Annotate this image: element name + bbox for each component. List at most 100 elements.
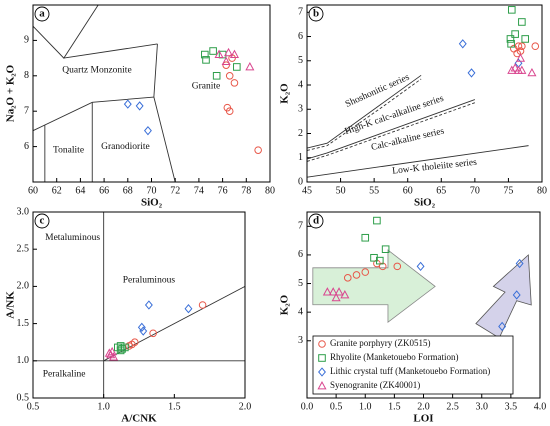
- point: [135, 101, 144, 111]
- y-tick-label: 5: [298, 55, 303, 66]
- boundary-line: [153, 43, 176, 182]
- x-tick-label: 70: [470, 185, 480, 196]
- panel-badge: [34, 213, 50, 229]
- region-label: Low-K tholeiite series: [392, 158, 478, 177]
- y-tick-label: 7: [24, 105, 29, 116]
- region-label: Calc-alkaline series: [370, 126, 445, 153]
- legend-label: Lithic crystal tuff (Manketouebo Formati…: [330, 366, 490, 376]
- y-tick-label: 6: [24, 141, 29, 152]
- point: [510, 63, 520, 72]
- x-axis-label: LOI: [413, 413, 433, 425]
- point: [221, 56, 231, 66]
- x-tick-label: 1.5: [168, 401, 181, 412]
- legend-marker: [317, 381, 327, 390]
- point: [512, 290, 521, 300]
- trend-arrow: [475, 254, 532, 339]
- region-label: Shoshonitic series: [344, 73, 411, 110]
- panel: 0.0 0.5 1.0 1.5 2.0 2.5 3.0 3.5 4.0 3 4 5 6 7 LOI K₂O Gr…: [279, 211, 547, 425]
- point: [518, 18, 526, 26]
- legend-label: Syenogranite (ZK40001): [330, 380, 420, 390]
- x-tick-label: 60: [28, 185, 38, 196]
- point: [507, 65, 517, 74]
- point: [254, 146, 262, 154]
- point: [531, 42, 540, 51]
- legend-box: [312, 335, 514, 395]
- x-tick-label: 0.5: [330, 401, 343, 412]
- point: [361, 268, 370, 276]
- point: [515, 53, 526, 62]
- x-axis-label: SiO₂: [141, 197, 163, 209]
- y-tick-label: 0.5: [17, 392, 30, 403]
- point: [343, 274, 352, 282]
- x-tick-label: 70: [147, 185, 157, 196]
- legend-label: Granite porphyry (ZK0515): [330, 338, 430, 348]
- point: [144, 300, 153, 310]
- point: [511, 30, 519, 38]
- x-tick-label: 50: [336, 185, 346, 196]
- boundary-line: [33, 96, 154, 132]
- x-tick-label: 74: [194, 185, 204, 196]
- boundary-line: [307, 99, 476, 160]
- legend-marker: [318, 367, 326, 377]
- x-tick-label: 65: [436, 185, 446, 196]
- point: [506, 35, 515, 43]
- point: [322, 287, 332, 296]
- point: [201, 50, 209, 59]
- x-tick-label: 4.0: [534, 401, 547, 412]
- trend-arrow: [312, 249, 436, 323]
- point: [184, 304, 193, 314]
- point: [222, 61, 230, 69]
- point: [340, 290, 350, 299]
- x-tick-label: 3.0: [476, 401, 489, 412]
- point: [225, 72, 234, 80]
- x-tick-label: 75: [503, 185, 513, 196]
- y-tick-label: 3: [298, 104, 303, 115]
- point: [137, 322, 146, 332]
- y-tick-label: 1.5: [17, 318, 30, 329]
- legend-label: Rhyolite (Manketouebo Formation): [330, 352, 458, 362]
- y-axis-label: K₂O: [279, 294, 291, 315]
- x-tick-label: 3.5: [505, 401, 518, 412]
- y-tick-label: 5: [298, 278, 303, 289]
- x-tick-label: 1.5: [388, 401, 401, 412]
- panel-badge: [308, 6, 324, 22]
- x-axis-label: A/CNK: [121, 413, 157, 425]
- point: [510, 44, 518, 53]
- point: [229, 49, 239, 58]
- point: [202, 56, 210, 64]
- x-tick-label: 66: [99, 185, 109, 196]
- panel-badge: [308, 213, 324, 229]
- panel-label: a: [39, 8, 45, 20]
- point: [514, 42, 523, 51]
- point: [209, 47, 217, 55]
- x-tick-label: 80: [537, 185, 547, 196]
- y-axis-label: Na₂O + K₂O: [5, 64, 17, 122]
- point: [393, 262, 402, 271]
- point: [212, 72, 221, 80]
- point: [107, 346, 117, 356]
- point: [381, 245, 390, 253]
- x-tick-label: 80: [265, 185, 275, 196]
- y-tick-label: 1.0: [17, 355, 30, 366]
- point: [458, 39, 467, 49]
- legend-marker: [318, 354, 326, 362]
- x-tick-label: 2.0: [417, 401, 430, 412]
- point: [230, 79, 239, 87]
- point: [245, 62, 255, 71]
- point: [233, 63, 241, 71]
- boundary-line: [307, 74, 422, 149]
- y-tick-label: 1: [298, 152, 303, 163]
- region-label: Peralkaline: [43, 369, 86, 379]
- x-axis-label: SiO₂: [414, 197, 436, 209]
- point: [143, 125, 152, 136]
- x-tick-label: 60: [403, 185, 413, 196]
- point: [507, 6, 516, 14]
- y-tick-label: 3: [298, 335, 303, 346]
- y-tick-label: 8: [24, 70, 29, 81]
- y-tick-label: 9: [24, 35, 29, 46]
- point: [123, 99, 132, 109]
- panel-badge: [34, 6, 50, 22]
- y-axis-label: K₂O: [279, 83, 291, 104]
